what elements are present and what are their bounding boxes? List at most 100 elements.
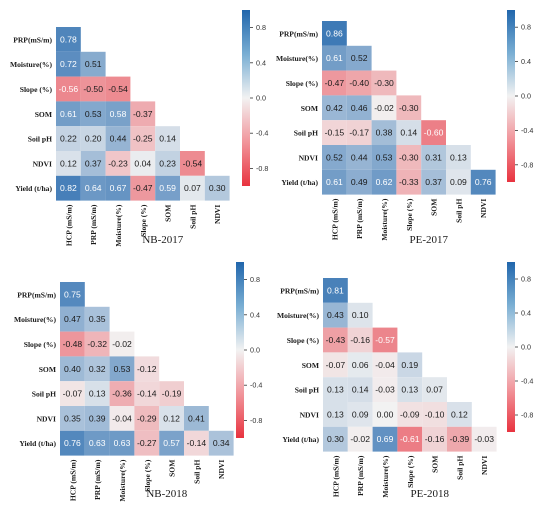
cell-value-label: 0.12 — [163, 413, 180, 423]
heatmap-cell — [84, 430, 110, 456]
heatmap-cell — [346, 145, 372, 170]
cell-value-label: -0.03 — [474, 434, 494, 444]
heatmap-cell — [159, 406, 184, 431]
heatmap-cell — [346, 169, 372, 195]
row-label: Slope (%) — [24, 340, 57, 349]
heatmap-cell — [130, 151, 156, 176]
cell-value-label: 0.61 — [326, 177, 343, 187]
cell-value-label: -0.48 — [63, 339, 83, 349]
heatmap-cell — [105, 151, 131, 176]
heatmap-cell — [422, 402, 447, 427]
cell-value-label: 0.09 — [352, 409, 369, 419]
row-label: SOM — [39, 365, 56, 374]
heatmap-cell — [447, 402, 472, 427]
heatmap-cell — [130, 101, 156, 127]
cell-value-label: -0.54 — [108, 84, 128, 94]
heatmap-cell — [105, 101, 131, 127]
heatmap-cell — [80, 101, 106, 127]
colorbar-tick-label: -0.8 — [521, 411, 533, 420]
heatmap-cell — [323, 377, 348, 402]
cell-value-label: -0.12 — [137, 364, 157, 374]
cell-value-label: -0.15 — [325, 128, 345, 138]
cell-value-label: -0.02 — [350, 434, 370, 444]
cell-value-label: -0.57 — [375, 335, 395, 345]
row-label: Slope (%) — [286, 79, 319, 88]
cell-value-label: 0.82 — [60, 183, 77, 193]
heatmap-panel-pe-2017: 0.86 0.61 0.52 -0.47 -0.40 -0.30 0.42 0.46 -0.02… — [276, 10, 533, 246]
row-label: Slope (%) — [287, 336, 320, 345]
cell-value-label: -0.07 — [326, 360, 346, 370]
row-label: Slope (%) — [20, 85, 53, 94]
row-label: NDVI — [37, 414, 56, 423]
cell-value-label: 0.07 — [426, 385, 443, 395]
cell-value-label: -0.40 — [349, 78, 369, 88]
column-label: SOM — [168, 460, 177, 477]
heatmap-cell — [60, 282, 85, 307]
column-label: HCP (mS/m) — [68, 459, 77, 501]
column-label: SOM — [430, 199, 439, 216]
column-label: Soil pH — [455, 456, 464, 480]
colorbar-tick-label: 0.0 — [256, 94, 266, 103]
heatmap-cell — [322, 21, 347, 46]
cell-value-label: 0.49 — [351, 177, 368, 187]
cell-value-label: 0.14 — [400, 128, 417, 138]
heatmap-cell — [134, 381, 160, 406]
panel-title: PE-2017 — [410, 234, 449, 246]
heatmap-cell — [80, 151, 106, 176]
cell-value-label: -0.30 — [399, 103, 419, 113]
cell-value-label: -0.16 — [425, 434, 445, 444]
heatmap-cell — [470, 169, 496, 195]
colorbar-tick-label: 0.8 — [256, 23, 266, 32]
heatmap-cell — [155, 126, 180, 151]
heatmap-cell — [84, 381, 110, 406]
cell-value-label: 0.64 — [85, 183, 102, 193]
colorbar-tick-label: 0.8 — [250, 275, 260, 284]
heatmap-cell — [56, 175, 81, 201]
cell-value-label: 0.53 — [376, 152, 393, 162]
heatmap-cell — [56, 76, 81, 102]
heatmap-cell — [347, 402, 373, 427]
heatmap-cell — [372, 402, 398, 427]
cell-value-label: 0.13 — [401, 385, 418, 395]
colorbar-tick-label: 0.8 — [521, 275, 531, 284]
row-label: Moisture(%) — [277, 311, 320, 320]
heatmap-cell — [323, 278, 348, 303]
heatmap-cell — [347, 352, 373, 378]
cell-value-label: -0.17 — [349, 128, 369, 138]
column-label: HCP (mS/m) — [330, 198, 339, 240]
cell-value-label: 0.53 — [114, 364, 131, 374]
heatmap-cell — [60, 406, 85, 431]
heatmap-cell — [447, 426, 472, 452]
cell-value-label: 0.09 — [450, 177, 467, 187]
heatmap-cell — [346, 70, 372, 96]
heatmap-cell — [109, 430, 135, 456]
cell-value-label: 0.69 — [377, 434, 394, 444]
row-label: Yield (t/ha) — [282, 435, 319, 444]
colorbar-tick-label: 0.0 — [521, 92, 531, 101]
row-label: Soil pH — [294, 129, 318, 138]
cell-value-label: 0.12 — [60, 158, 77, 168]
colorbar-tick-label: 0.4 — [256, 58, 266, 67]
heatmap-cell — [180, 151, 205, 176]
colorbar-tick-label: 0.4 — [521, 309, 531, 318]
column-label: Moisture(%) — [114, 204, 123, 247]
cell-value-label: 0.52 — [326, 152, 343, 162]
cell-value-label: -0.09 — [400, 409, 420, 419]
heatmap-panel-nb-2017: 0.780.72 0.51-0.56 -0.50 -0.540.61 0.53 0.58-… — [10, 10, 268, 247]
colorbar — [507, 10, 515, 182]
heatmap-cell — [323, 402, 348, 427]
heatmap-cell — [421, 145, 446, 170]
cell-value-label: 0.58 — [110, 109, 127, 119]
cell-value-label: -0.29 — [137, 413, 157, 423]
heatmap-cell — [372, 327, 398, 353]
cell-value-label: 0.72 — [60, 59, 77, 69]
panel-title: PE-2018 — [411, 488, 450, 500]
cell-value-label: 0.51 — [85, 59, 102, 69]
cell-value-label: 0.78 — [60, 34, 77, 44]
cell-value-label: -0.61 — [400, 434, 420, 444]
row-label: Soil pH — [295, 386, 319, 395]
heatmap-cell — [347, 426, 373, 452]
colorbar-tick-label: -0.8 — [250, 416, 262, 425]
colorbar-tick-label: -0.8 — [256, 164, 268, 173]
column-label: Slope (%) — [405, 198, 414, 231]
